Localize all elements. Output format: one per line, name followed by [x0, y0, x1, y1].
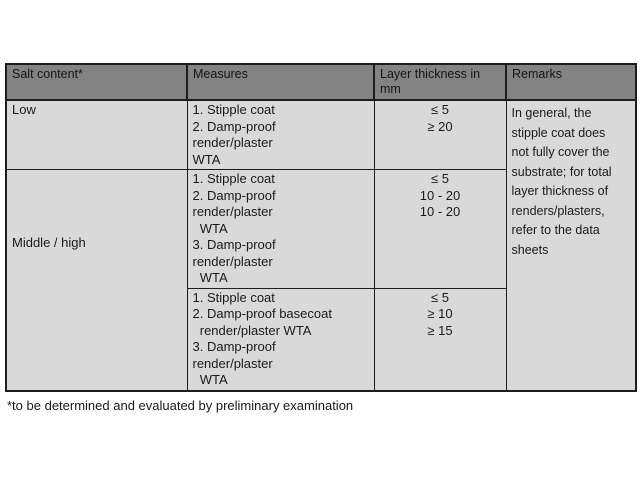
col-header-remarks: Remarks [505, 63, 637, 101]
cell-remarks: In general, the stipple coat does not fu… [505, 99, 637, 391]
col-header-layer-thickness: Layer thickness in mm [373, 63, 507, 101]
table-row-low: Low 1. Stipple coat 2. Damp-proof render… [5, 99, 637, 391]
cell-measures-middle-high-2: 1. Stipple coat 2. Damp-proof basecoat r… [186, 287, 375, 391]
cell-measures-middle-high-1: 1. Stipple coat 2. Damp-proof render/pla… [186, 169, 375, 289]
col-header-salt-content: Salt content* [5, 63, 188, 101]
cell-salt-content-middle-high: Middle / high [5, 169, 188, 391]
footnote: *to be determined and evaluated by preli… [7, 398, 354, 413]
header-row: Salt content* Measures Layer thickness i… [5, 63, 637, 101]
cell-measures-low: 1. Stipple coat 2. Damp-proof render/pla… [186, 99, 375, 170]
cell-salt-content-low: Low [5, 99, 188, 170]
cell-layer-thickness-middle-high-2: ≤ 5 ≥ 10 ≥ 15 [373, 287, 507, 391]
cell-layer-thickness-middle-high-1: ≤ 5 10 - 20 10 - 20 [373, 169, 507, 289]
salt-content-table: Salt content* Measures Layer thickness i… [5, 63, 637, 392]
cell-layer-thickness-low: ≤ 5 ≥ 20 [373, 99, 507, 170]
table-row-middle-high-2: 1. Stipple coat 2. Damp-proof basecoat r… [6, 287, 636, 391]
table-row-middle-high-1: Middle / high 1. Stipple coat 2. Damp-pr… [5, 169, 636, 391]
col-header-measures: Measures [186, 63, 375, 101]
